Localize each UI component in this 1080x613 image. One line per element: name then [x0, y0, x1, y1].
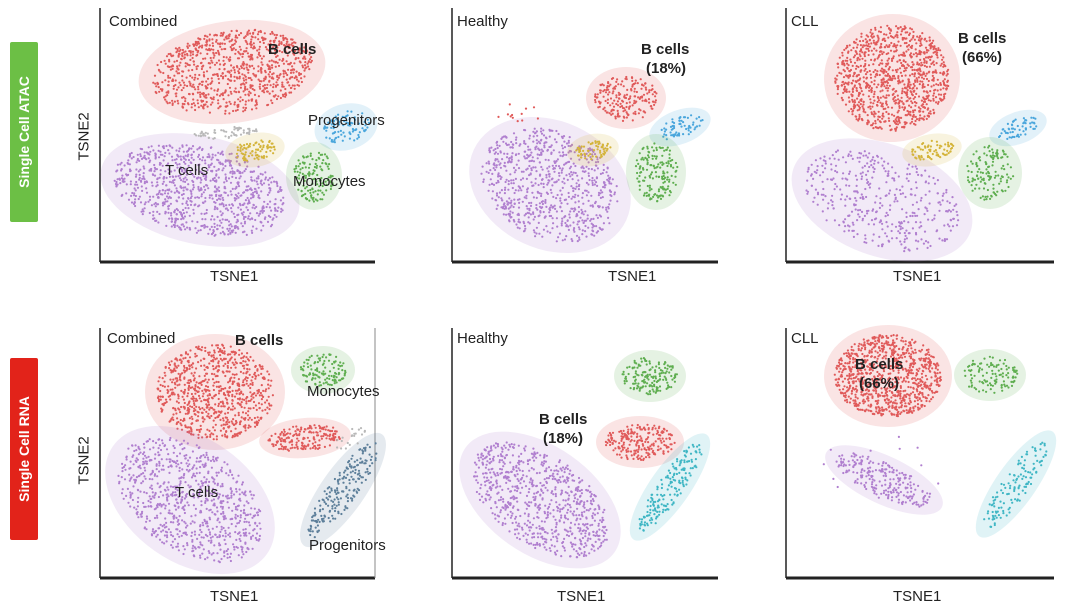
panel-title-atac-cll: CLL [791, 13, 819, 30]
rna-healthy-progenitors-points [638, 443, 703, 532]
atac-cll-monocytes-points [966, 144, 1015, 201]
rna-cll-monocytes-points [963, 355, 1019, 394]
rna-cll-progenitors-points [983, 441, 1048, 529]
atac-healthy-monocytes-points [634, 142, 679, 203]
atac-combined-progenitors-points [323, 110, 371, 144]
rna-combined-progenitors-points [307, 442, 378, 539]
atac-healthy-scattered-points [497, 103, 540, 123]
x-axis-label: TSNE1 [893, 268, 942, 285]
rna-cll-t-cells-region [825, 445, 943, 515]
rna-combined-b-cells-points [156, 343, 274, 441]
label-b-cells: B cells [268, 41, 317, 58]
label-b-cell-percent: (18%) [646, 60, 687, 77]
rna-cll-scattered-points [822, 435, 940, 504]
atac-cll-t-cells-region [791, 138, 973, 262]
rna-healthy-b-cells-points [604, 423, 676, 462]
rna-cll-b-cells-points [833, 334, 943, 418]
atac-cll-b-cells-points [834, 24, 950, 132]
label-monocytes: Monocytes [293, 173, 366, 190]
row-tag-rna: Single Cell RNA [10, 358, 38, 540]
panel-title-atac-healthy: Healthy [457, 13, 508, 30]
atac-cll-progenitors-region [989, 109, 1047, 147]
rna-healthy-monocytes-points [621, 357, 679, 396]
label-progenitors: Progenitors [309, 537, 386, 554]
atac-healthy-t-cells-points [480, 127, 619, 243]
atac-combined-nk-points [235, 139, 276, 162]
rna-healthy-progenitors-region [629, 433, 711, 541]
rna-combined-t-cells-region [105, 425, 275, 575]
rna-combined-t-cells-points [117, 436, 262, 564]
atac-cll-t-cells-points [805, 149, 960, 253]
label-t-cells: T cells [175, 484, 219, 501]
atac-combined-grey-points [193, 125, 258, 140]
label-b-cells: B cells [235, 332, 284, 349]
x-axis-label: TSNE1 [210, 268, 259, 285]
rna-cll-t-cells-points [835, 452, 932, 508]
atac-healthy-progenitors-points [660, 114, 704, 141]
rna-combined-monocytes-points [299, 353, 347, 387]
rna-combined-b-cells-region [145, 334, 285, 450]
x-axis-label: TSNE1 [608, 268, 657, 285]
rna-healthy-t-cells-points [473, 441, 608, 559]
label-b-cell-percent: (66%) [859, 375, 900, 392]
rna-combined-grey-points [336, 427, 366, 450]
rna-cll-progenitors-region [975, 430, 1057, 538]
atac-healthy-progenitors-region [649, 107, 711, 147]
label-b-cells: B cells [641, 41, 690, 58]
row-tag-atac: Single Cell ATAC [10, 42, 38, 222]
rna-combined-b-cells-tail-points [267, 424, 341, 452]
panel-title-atac-combined: Combined [109, 13, 178, 30]
label-b-cells: B cells [539, 411, 588, 428]
label-progenitors: Progenitors [308, 112, 385, 129]
x-axis-label: TSNE1 [557, 588, 606, 605]
x-axis-label: TSNE1 [893, 588, 942, 605]
rna-healthy-monocytes-region [614, 350, 686, 402]
label-t-cells: T cells [165, 162, 209, 179]
label-b-cell-percent: (66%) [962, 49, 1003, 66]
panel-title-rna-combined: Combined [107, 330, 176, 347]
label-b-cells: B cells [855, 356, 904, 373]
panel-title-rna-cll: CLL [791, 330, 819, 347]
atac-combined-b-cells-points [152, 28, 313, 115]
atac-healthy-b-cells-points [594, 75, 658, 122]
atac-cll-progenitors-points [998, 116, 1038, 140]
atac-combined-monocytes-points [293, 151, 334, 203]
x-axis-label: TSNE1 [210, 588, 259, 605]
label-b-cells: B cells [958, 30, 1007, 47]
atac-cll-nk-points [911, 139, 955, 161]
label-monocytes: Monocytes [307, 383, 380, 400]
panel-title-rna-healthy: Healthy [457, 330, 508, 347]
label-b-cell-percent: (18%) [543, 430, 584, 447]
atac-healthy-nk-points [575, 140, 612, 161]
